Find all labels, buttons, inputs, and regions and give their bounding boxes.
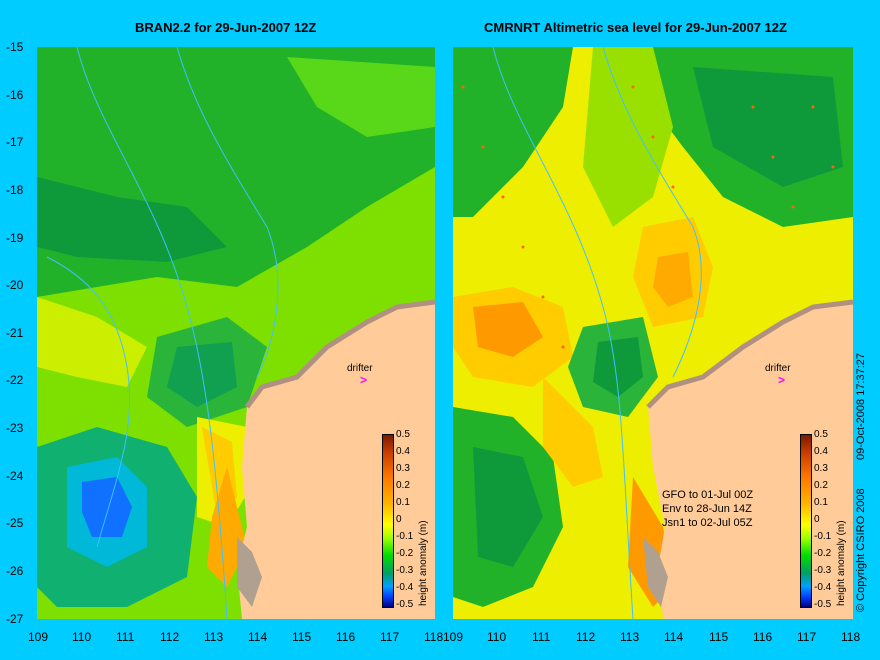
contour-deep — [46, 256, 131, 548]
generation-date: 09-Oct-2008 17:37:27 — [855, 352, 867, 460]
y-tick-label: -25 — [6, 516, 24, 530]
x-tick-label: 118 — [841, 630, 861, 644]
x-tick-label: 116 — [336, 630, 356, 644]
x-tick-label: 111 — [116, 630, 135, 644]
altimeter-track-points — [461, 85, 835, 349]
x-tick-label: 113 — [620, 630, 640, 644]
colorbar-label: -0.5 — [814, 599, 832, 610]
field-mid-eddy-core — [593, 337, 643, 397]
x-tick-label: 117 — [797, 630, 817, 644]
bran-map-panel — [37, 47, 435, 619]
colorbar-label: 0.4 — [814, 446, 828, 457]
y-tick-label: -24 — [6, 469, 24, 483]
jsn1-info: Jsn1 to 02-Jul 05Z — [662, 517, 753, 529]
y-tick-label: -20 — [6, 278, 24, 292]
x-tick-label: 118 — [424, 630, 444, 644]
colorbar-label: 0.1 — [814, 497, 828, 508]
x-tick-label: 116 — [753, 630, 773, 644]
colorbar-label: 0 — [814, 514, 820, 525]
x-tick-label: 115 — [709, 630, 729, 644]
coast-shelf — [245, 299, 435, 409]
right-map-title: CMRNRT Altimetric sea level for 29-Jun-2… — [484, 20, 787, 35]
y-tick-label: -26 — [6, 564, 24, 578]
bay-shoal — [643, 537, 668, 607]
colorbar-label: -0.5 — [396, 599, 414, 610]
x-tick-label: 110 — [487, 630, 507, 644]
contour-100m — [176, 47, 279, 378]
y-tick-label: -19 — [6, 231, 24, 245]
colorbar-label: 0 — [396, 514, 402, 525]
colorbar-label: 0.4 — [396, 446, 410, 457]
y-tick-label: -15 — [6, 40, 24, 54]
colorbar-label: 0.3 — [396, 463, 410, 474]
colorbar-label: 0.5 — [814, 429, 828, 440]
field-nw-green — [453, 47, 573, 217]
colorbar-label: 0.2 — [814, 480, 828, 491]
field-n-orange-core — [653, 252, 693, 307]
colorbar-label: -0.3 — [396, 565, 414, 576]
x-tick-label: 112 — [576, 630, 596, 644]
field-ne-dark — [693, 67, 843, 187]
colorbar-label: -0.3 — [814, 565, 832, 576]
y-tick-label: -17 — [6, 135, 24, 149]
colorbar-label: -0.2 — [814, 548, 832, 559]
x-tick-label: 113 — [204, 630, 224, 644]
x-tick-label: 110 — [72, 630, 92, 644]
x-tick-label: 117 — [380, 630, 400, 644]
cmrnrt-map-panel — [453, 47, 853, 619]
x-tick-label: 112 — [160, 630, 180, 644]
x-tick-label: 109 — [28, 630, 49, 644]
colorbar-right — [800, 434, 812, 608]
y-tick-label: -22 — [6, 373, 24, 387]
colorbar-left — [382, 434, 394, 608]
altimeter-info: GFO to 01-Jul 00Z Env to 28-Jun 14Z Jsn1… — [662, 488, 753, 530]
colorbar-label: -0.1 — [814, 531, 832, 542]
drifter-marker: > — [360, 373, 368, 387]
colorbar-title: height anomaly (m) — [418, 520, 429, 606]
field-north-dark — [37, 177, 227, 262]
gfo-info: GFO to 01-Jul 00Z — [662, 489, 754, 501]
env-info: Env to 28-Jun 14Z — [662, 503, 752, 515]
y-tick-label: -27 — [6, 612, 24, 626]
drifter-label: drifter — [347, 363, 373, 374]
field-sw-eddy-core — [82, 477, 132, 537]
field-ne-light — [287, 57, 435, 137]
y-tick-label: -21 — [6, 326, 24, 340]
x-tick-label: 115 — [292, 630, 312, 644]
x-tick-label: 114 — [248, 630, 268, 644]
field-sw-dark — [473, 447, 543, 567]
left-map-title: BRAN2.2 for 29-Jun-2007 12Z — [135, 20, 317, 35]
y-tick-label: -18 — [6, 183, 24, 197]
colorbar-label: 0.3 — [814, 463, 828, 474]
x-tick-label: 109 — [443, 630, 464, 644]
colorbar-label: 0.5 — [396, 429, 410, 440]
colorbar-label: 0.2 — [396, 480, 410, 491]
colorbar-label: -0.1 — [396, 531, 414, 542]
field-sw-orange — [543, 377, 603, 487]
colorbar-title: height anomaly (m) — [836, 520, 847, 606]
field-w-yellow — [37, 297, 147, 387]
drifter-label: drifter — [765, 363, 791, 374]
drifter-marker: > — [778, 373, 786, 387]
x-tick-label: 111 — [532, 630, 551, 644]
y-tick-label: -23 — [6, 421, 24, 435]
field-n-lightgreen — [583, 47, 673, 227]
colorbar-label: 0.1 — [396, 497, 410, 508]
copyright-notice: © Copyright CSIRO 2008 — [855, 488, 867, 612]
contour-200m — [76, 47, 228, 619]
field-w-orange-core — [473, 302, 543, 357]
colorbar-label: -0.4 — [396, 582, 414, 593]
contour-200m — [492, 47, 634, 619]
bay-shoal — [237, 537, 262, 607]
contour-100m — [602, 47, 702, 378]
cmrnrt-map-svg — [453, 47, 853, 619]
colorbar-label: -0.4 — [814, 582, 832, 593]
coast-shelf — [646, 299, 853, 409]
y-tick-label: -16 — [6, 88, 24, 102]
colorbar-label: -0.2 — [396, 548, 414, 559]
bran-map-svg — [37, 47, 435, 619]
x-tick-label: 114 — [664, 630, 684, 644]
